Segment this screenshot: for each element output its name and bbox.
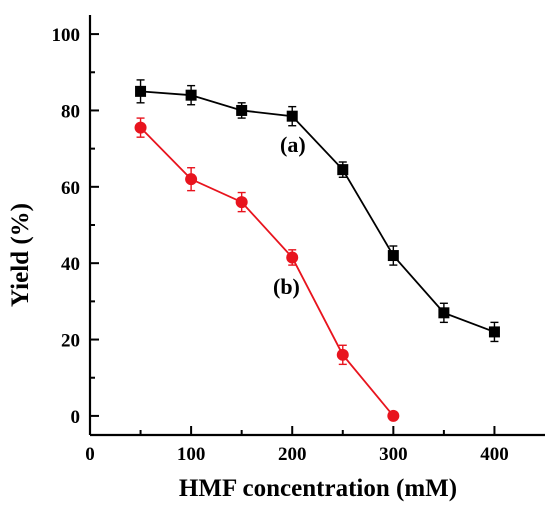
y-tick-label: 80 [61,101,80,122]
series-b-point [185,173,198,186]
series-group [134,79,500,422]
y-tick-label: 40 [61,254,80,275]
x-tick-label: 200 [278,444,307,465]
y-tick-label: 60 [61,178,80,199]
series-a-point [387,250,399,262]
y-tick-label: 100 [52,25,81,46]
x-tick-label: 100 [177,444,206,465]
x-tick-label: 400 [480,444,509,465]
series-b-point [134,121,147,134]
y-tick-label: 0 [71,407,81,428]
y-axis-title: Yield (%) [7,203,34,307]
series-b-point [336,348,349,361]
series-b-point [286,251,299,264]
series-a-point [337,164,349,176]
series-a-label: (a) [280,132,306,157]
x-axis-title: HMF concentration (mM) [179,475,457,502]
series-a-point [286,110,298,122]
x-tick-label: 0 [85,444,95,465]
series-a-point [438,307,450,319]
series-a-point [236,104,248,116]
x-tick-label: 300 [379,444,408,465]
series-b-label: (b) [273,274,300,299]
series-a-point [185,89,197,101]
series-a-line [140,90,495,333]
series-b-point [235,196,248,209]
series-a-point [135,85,147,97]
series-b-line [139,127,395,417]
axes [88,15,545,437]
series-a-point [488,326,500,338]
y-tick-label: 20 [61,331,80,352]
ticks: 0 20 40 60 80 100 0 100 200 300 400 [52,25,509,465]
series-b-point [387,409,400,422]
